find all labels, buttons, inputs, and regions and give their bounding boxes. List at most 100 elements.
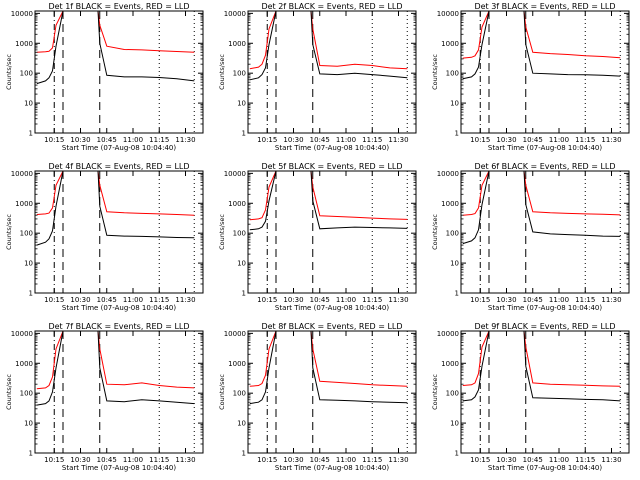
- x-tick-label: 11:15: [149, 136, 169, 144]
- y-tick-label: 10: [450, 420, 459, 428]
- y-axis-label: Counts/sec: [431, 214, 439, 250]
- y-tick-label: 10: [237, 420, 246, 428]
- y-tick-label: 10000: [11, 170, 33, 178]
- x-tick-label: 11:00: [336, 296, 356, 304]
- y-tick-label: 1000: [441, 200, 459, 208]
- panel-1: 1 10 100 1000 10000 10:15 10:30 10:45 11:00 11:15…: [5, 2, 204, 152]
- x-tick-label: 10:45: [97, 136, 117, 144]
- x-tick-label: 10:15: [470, 296, 490, 304]
- panel-6: 1 10 100 1000 10000 10:15 10:30 10:45 11:00 11:15…: [431, 162, 630, 312]
- panel-8: 1 10 100 1000 10000 10:15 10:30 10:45 11:00 11:15…: [218, 322, 417, 472]
- plot-frame: [247, 170, 417, 294]
- black-events-series: [249, 331, 408, 405]
- y-tick-label: 1: [242, 450, 246, 458]
- x-tick-label: 10:30: [283, 136, 303, 144]
- x-tick-label: 11:15: [575, 456, 595, 464]
- x-tick-label: 11:30: [601, 136, 621, 144]
- y-tick-label: 1000: [228, 360, 246, 368]
- y-tick-label: 10000: [11, 10, 33, 18]
- black-events-series: [462, 11, 621, 80]
- black-events-series: [36, 11, 195, 85]
- black-events-series: [249, 171, 408, 231]
- y-tick-label: 10: [237, 100, 246, 108]
- x-tick-label: 10:30: [283, 296, 303, 304]
- panel-2: 1 10 100 1000 10000 10:15 10:30 10:45 11:00 11:15…: [218, 2, 417, 152]
- y-tick-label: 100: [446, 390, 459, 398]
- panel-title: Det 3f BLACK = Events, RED = LLD: [474, 2, 615, 11]
- y-tick-label: 1: [455, 450, 459, 458]
- x-tick-label: 11:30: [601, 296, 621, 304]
- x-tick-label: 10:15: [44, 136, 64, 144]
- plot-frame: [247, 330, 417, 454]
- y-tick-label: 10000: [437, 330, 459, 338]
- y-tick-label: 100: [233, 390, 246, 398]
- x-tick-label: 11:00: [123, 296, 143, 304]
- x-tick-label: 11:15: [362, 296, 382, 304]
- x-tick-label: 11:00: [549, 296, 569, 304]
- x-tick-label: 11:15: [149, 456, 169, 464]
- plot-frame: [34, 10, 204, 134]
- x-tick-label: 10:45: [97, 456, 117, 464]
- y-tick-label: 10000: [437, 170, 459, 178]
- y-tick-label: 1000: [441, 360, 459, 368]
- x-tick-label: 11:30: [388, 136, 408, 144]
- x-axis-label: Start Time (07-Aug-08 10:04:40): [275, 144, 389, 152]
- y-tick-label: 100: [233, 70, 246, 78]
- panel-7: 1 10 100 1000 10000 10:15 10:30 10:45 11:00 11:15…: [5, 322, 204, 472]
- red-lld-series: [462, 331, 621, 387]
- y-axis-label: Counts/sec: [431, 374, 439, 410]
- panel-9: 1 10 100 1000 10000 10:15 10:30 10:45 11:00 11:15…: [431, 322, 630, 472]
- x-tick-label: 11:15: [575, 296, 595, 304]
- plot-frame: [460, 10, 630, 134]
- red-lld-series: [36, 331, 195, 390]
- x-tick-label: 10:30: [496, 456, 516, 464]
- x-tick-label: 10:45: [310, 456, 330, 464]
- x-tick-label: 11:30: [175, 136, 195, 144]
- y-tick-label: 1000: [441, 40, 459, 48]
- red-lld-series: [462, 171, 621, 216]
- y-tick-label: 100: [20, 390, 33, 398]
- x-tick-label: 10:30: [70, 456, 90, 464]
- x-tick-label: 11:00: [336, 456, 356, 464]
- y-axis-label: Counts/sec: [218, 54, 226, 90]
- x-tick-label: 10:45: [310, 136, 330, 144]
- red-lld-series: [249, 331, 408, 387]
- x-tick-label: 11:00: [336, 136, 356, 144]
- black-events-series: [249, 11, 408, 81]
- y-tick-label: 10: [24, 100, 33, 108]
- x-tick-label: 11:15: [575, 136, 595, 144]
- y-tick-label: 1: [455, 130, 459, 138]
- y-tick-label: 10: [24, 420, 33, 428]
- panel-title: Det 6f BLACK = Events, RED = LLD: [474, 162, 615, 171]
- y-tick-label: 1: [242, 130, 246, 138]
- y-axis-label: Counts/sec: [5, 374, 13, 410]
- y-tick-label: 10: [450, 100, 459, 108]
- x-tick-label: 10:30: [283, 456, 303, 464]
- x-tick-label: 10:45: [523, 136, 543, 144]
- y-axis-label: Counts/sec: [5, 214, 13, 250]
- y-tick-label: 1: [29, 290, 33, 298]
- y-axis-label: Counts/sec: [431, 54, 439, 90]
- x-tick-label: 11:30: [388, 456, 408, 464]
- panel-title: Det 5f BLACK = Events, RED = LLD: [261, 162, 402, 171]
- plot-frame: [460, 170, 630, 294]
- plot-frame: [460, 330, 630, 454]
- y-tick-label: 1000: [228, 40, 246, 48]
- x-tick-label: 10:15: [257, 136, 277, 144]
- plot-frame: [34, 170, 204, 294]
- x-tick-label: 10:30: [496, 296, 516, 304]
- y-tick-label: 100: [446, 70, 459, 78]
- x-tick-label: 10:45: [310, 296, 330, 304]
- y-tick-label: 10000: [224, 170, 246, 178]
- plot-frame: [34, 330, 204, 454]
- x-axis-label: Start Time (07-Aug-08 10:04:40): [62, 464, 176, 472]
- x-axis-label: Start Time (07-Aug-08 10:04:40): [275, 464, 389, 472]
- x-tick-label: 10:15: [257, 456, 277, 464]
- x-tick-label: 11:15: [362, 136, 382, 144]
- x-tick-label: 11:30: [388, 296, 408, 304]
- y-tick-label: 100: [446, 230, 459, 238]
- x-tick-label: 10:30: [70, 296, 90, 304]
- x-tick-label: 10:15: [44, 296, 64, 304]
- y-tick-label: 10000: [11, 330, 33, 338]
